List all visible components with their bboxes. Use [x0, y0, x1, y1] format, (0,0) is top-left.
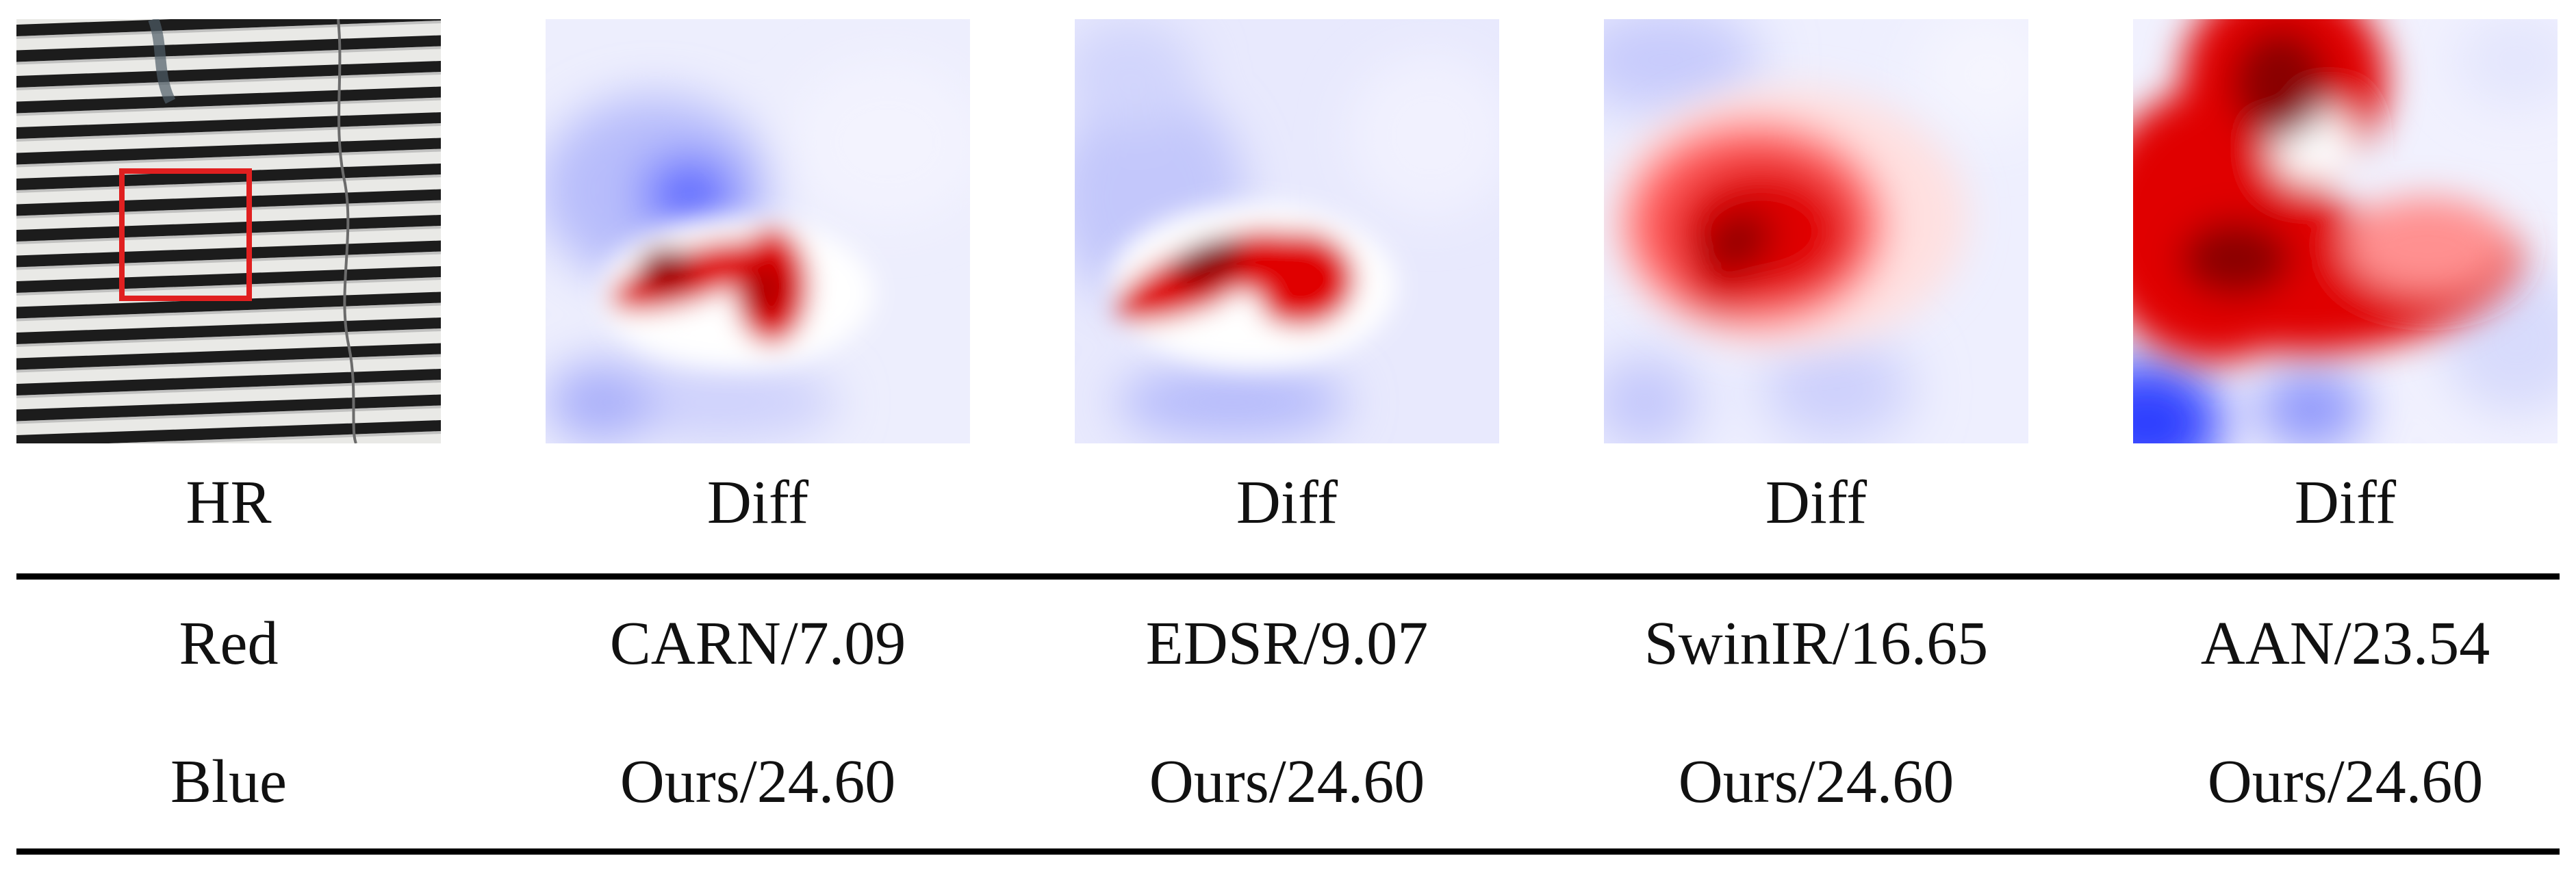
diff-map-edsr — [1075, 19, 1499, 443]
blind-slat-edge — [16, 328, 441, 347]
blind-slat — [16, 291, 441, 319]
blind-slat-edge — [16, 354, 441, 373]
row-red-swinir: SwinIR/16.65 — [1644, 610, 1989, 677]
blind-slat — [16, 35, 441, 62]
row-red-aan: AAN/23.54 — [2200, 610, 2490, 677]
diff-map-carn — [546, 19, 970, 443]
caption-diff-carn: Diff — [706, 469, 809, 536]
blind-slat-edge — [16, 46, 441, 65]
hr-image-panel — [16, 19, 441, 443]
caption-diff-edsr: Diff — [1236, 469, 1338, 536]
row-blue-label: Blue — [170, 748, 287, 816]
blind-slat — [16, 317, 441, 344]
blind-slat-edge — [108, 431, 441, 443]
caption-diff-aan: Diff — [2294, 469, 2397, 536]
highlight-box — [119, 168, 252, 301]
blind-slat — [16, 420, 441, 443]
diff-map-swinir — [1604, 19, 2028, 443]
row-red-edsr: EDSR/9.07 — [1145, 610, 1429, 677]
blind-slat — [16, 19, 441, 36]
blind-cord — [337, 19, 357, 443]
blind-slat — [16, 112, 441, 139]
hr-blinds-image — [16, 19, 441, 443]
blind-slat — [16, 86, 441, 114]
row-blue-ours-1: Ours/24.60 — [620, 748, 896, 816]
blind-slat-edge — [16, 380, 441, 398]
blind-slats — [16, 19, 441, 443]
shadow-streak — [148, 19, 176, 104]
blind-slat — [16, 343, 441, 370]
diff-map-aan — [2133, 19, 2558, 443]
row-red-carn: CARN/7.09 — [609, 610, 906, 677]
blind-slat — [16, 61, 441, 88]
blind-slat-edge — [16, 21, 441, 39]
blind-slat — [16, 138, 441, 165]
blind-slat-edge — [16, 97, 441, 116]
row-blue-ours-2: Ours/24.60 — [1149, 748, 1425, 816]
blind-slat-edge — [16, 72, 441, 90]
blind-slat — [16, 394, 441, 421]
blind-slat-edge — [16, 405, 441, 424]
caption-diff-swinir: Diff — [1765, 469, 1867, 536]
blind-slat-edge — [16, 123, 441, 142]
table-top-rule — [16, 573, 2560, 580]
row-blue-ours-3: Ours/24.60 — [1678, 748, 1954, 816]
row-red-label: Red — [179, 610, 279, 677]
row-blue-ours-4: Ours/24.60 — [2207, 748, 2484, 816]
blind-slat — [16, 369, 441, 395]
caption-hr: HR — [186, 469, 272, 536]
blind-slat-edge — [16, 302, 441, 322]
blind-slat-edge — [16, 148, 441, 168]
table-bottom-rule — [16, 848, 2560, 855]
